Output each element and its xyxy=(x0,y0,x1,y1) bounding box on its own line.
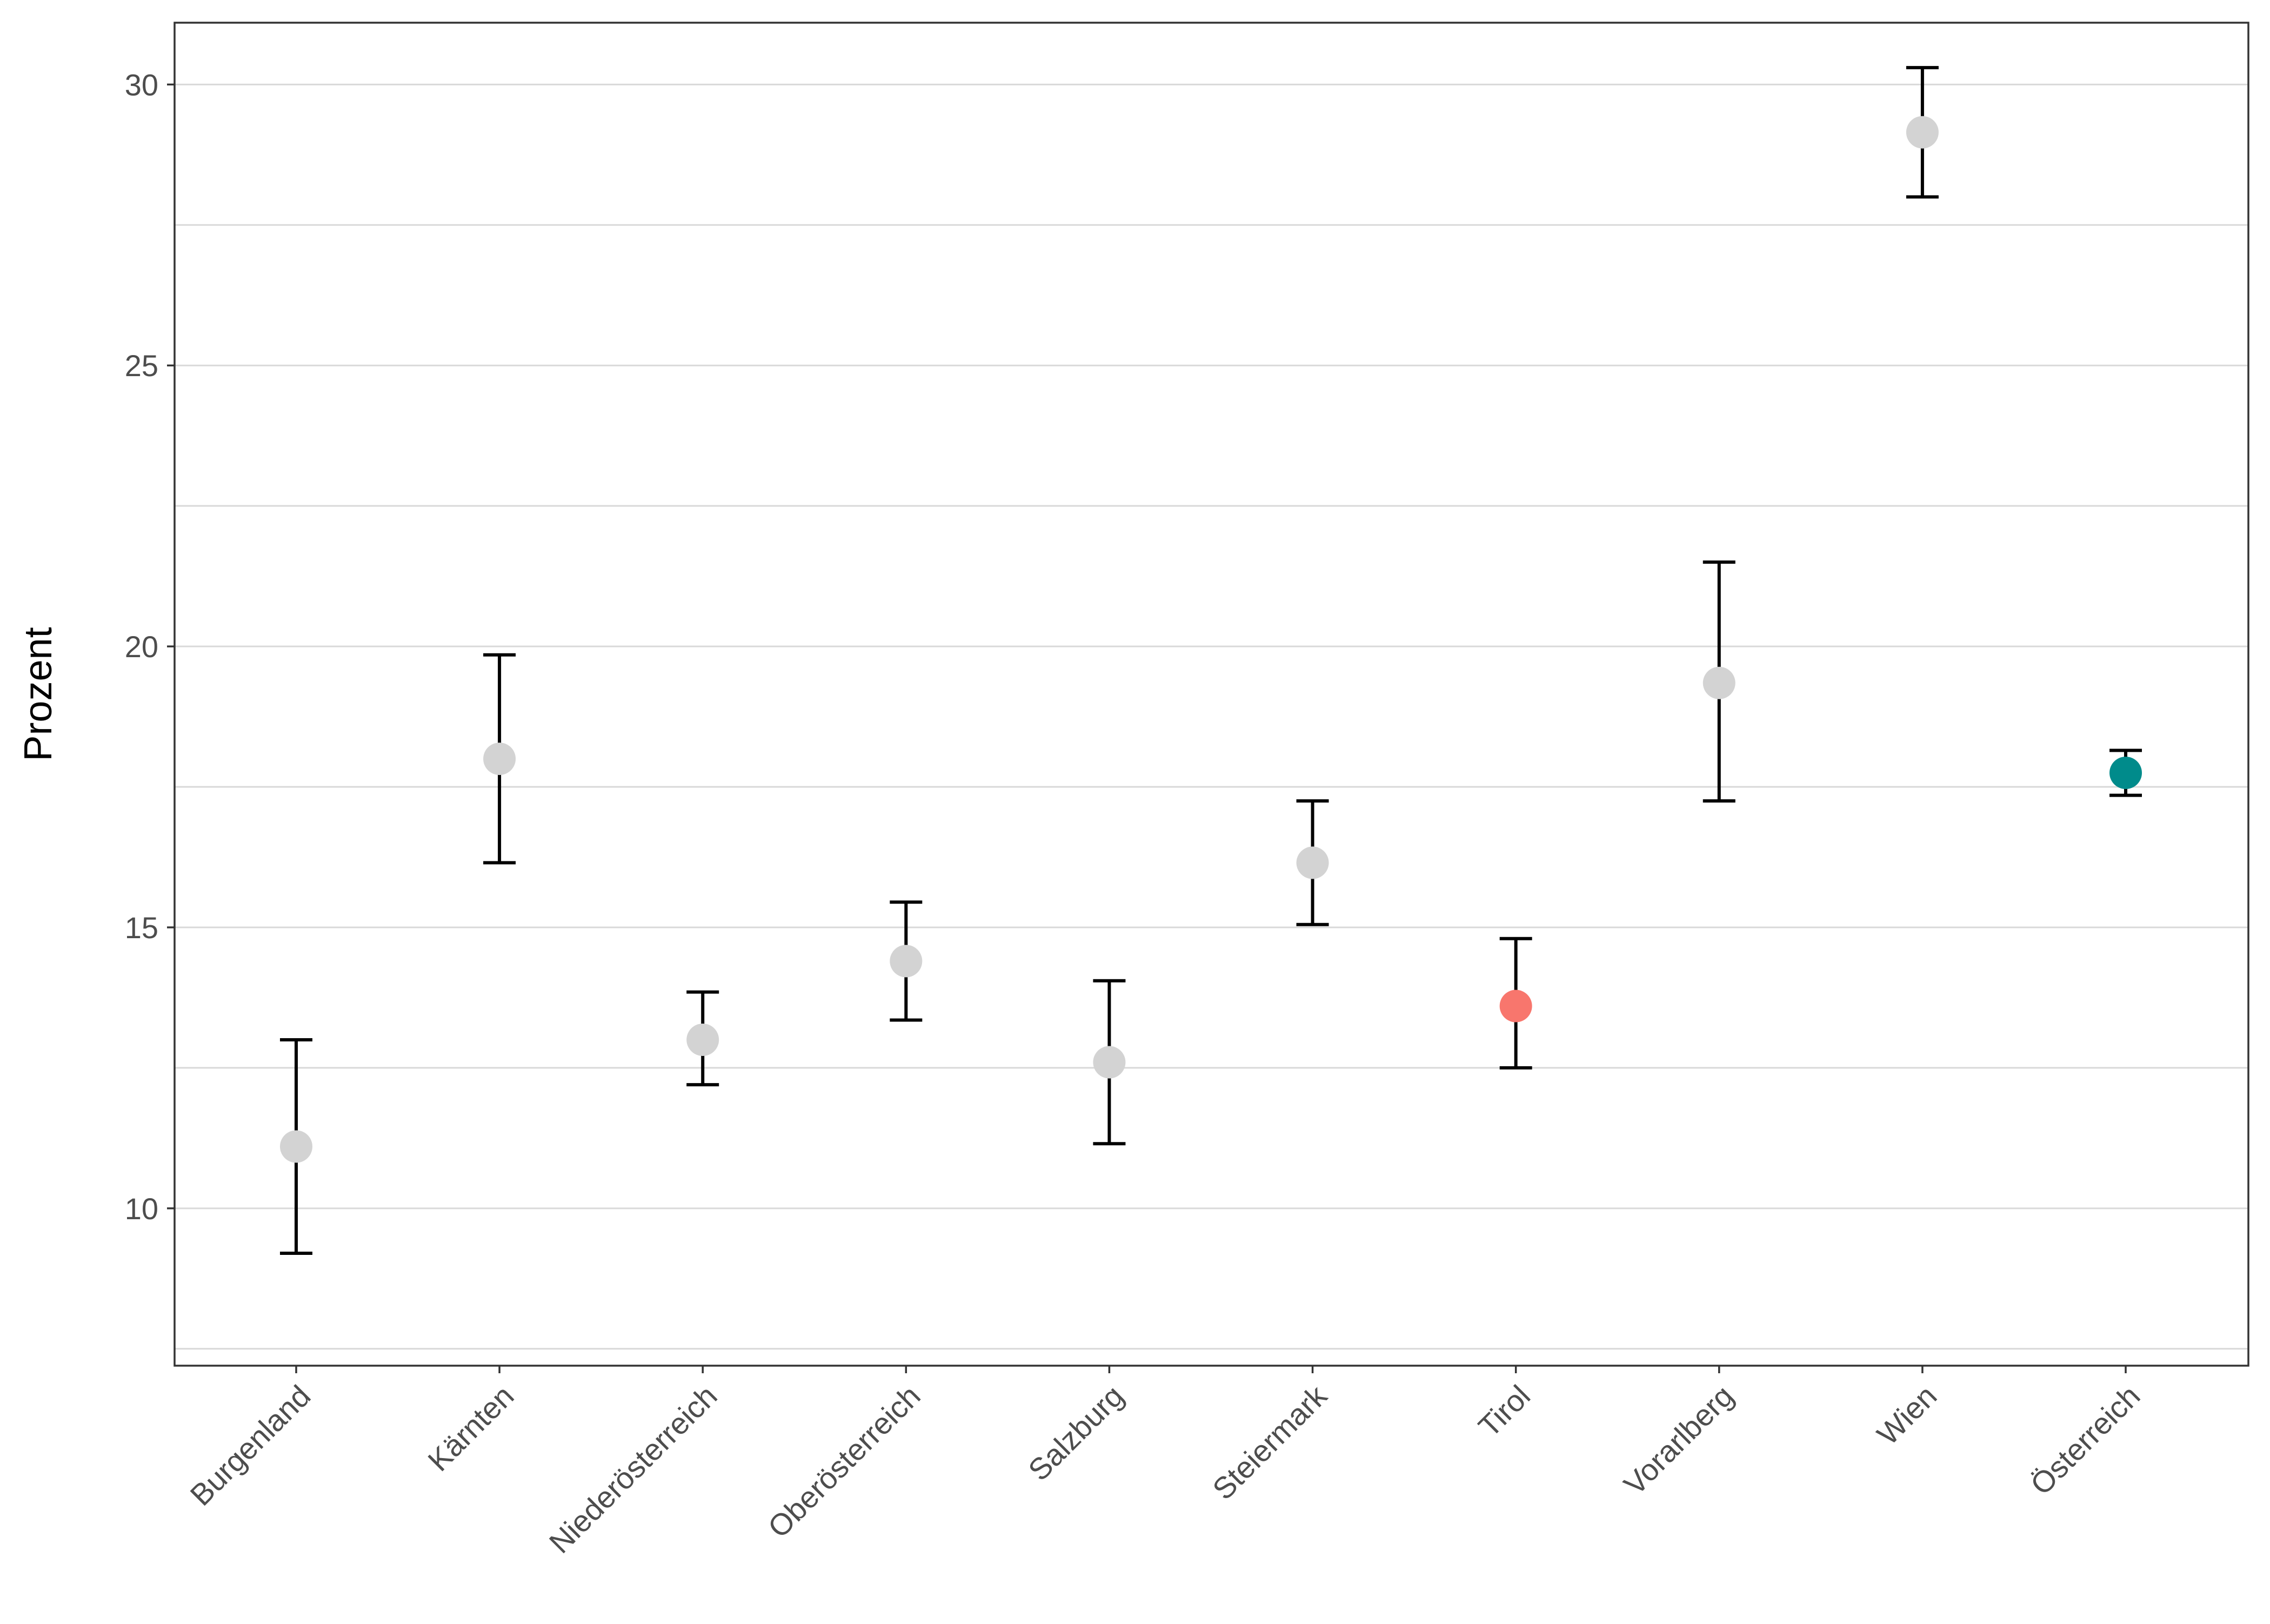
data-point xyxy=(1906,116,1939,149)
data-point xyxy=(2109,757,2142,790)
y-tick-label: 25 xyxy=(125,349,158,383)
x-tick-label: Burgenland xyxy=(183,1379,317,1512)
y-tick-label: 15 xyxy=(125,911,158,945)
x-tick-label: Tirol xyxy=(1472,1379,1537,1443)
x-tick-label: Steiermark xyxy=(1206,1378,1334,1506)
y-axis: 10 15 20 25 30 xyxy=(125,68,175,1226)
data-point xyxy=(483,743,516,776)
plot-panel-border xyxy=(173,22,2249,1367)
data-point xyxy=(890,945,923,978)
data-point xyxy=(1499,990,1532,1022)
data-point xyxy=(1702,666,1735,699)
data-points xyxy=(280,116,2142,1163)
data-point xyxy=(686,1023,719,1056)
data-point xyxy=(280,1130,312,1163)
x-axis: Burgenland Kärnten Niederösterreich Oberöst… xyxy=(183,1366,2146,1560)
x-tick-label: Oberösterreich xyxy=(761,1379,926,1544)
x-tick-label: Vorarlberg xyxy=(1617,1379,1740,1501)
x-tick-label: Wien xyxy=(1871,1379,1944,1452)
data-point xyxy=(1296,846,1329,879)
x-tick-label: Österreich xyxy=(2024,1379,2146,1501)
data-point xyxy=(1093,1046,1126,1079)
error-bars xyxy=(280,66,2142,1255)
gridlines xyxy=(175,83,2248,1350)
y-axis-title: Prozent xyxy=(17,627,60,761)
y-tick-label: 10 xyxy=(125,1192,158,1226)
y-tick-label: 20 xyxy=(125,630,158,664)
x-tick-label: Niederösterreich xyxy=(543,1379,724,1560)
y-tick-label: 30 xyxy=(125,68,158,102)
x-tick-label: Kärnten xyxy=(421,1379,520,1478)
x-tick-label: Salzburg xyxy=(1021,1379,1130,1487)
